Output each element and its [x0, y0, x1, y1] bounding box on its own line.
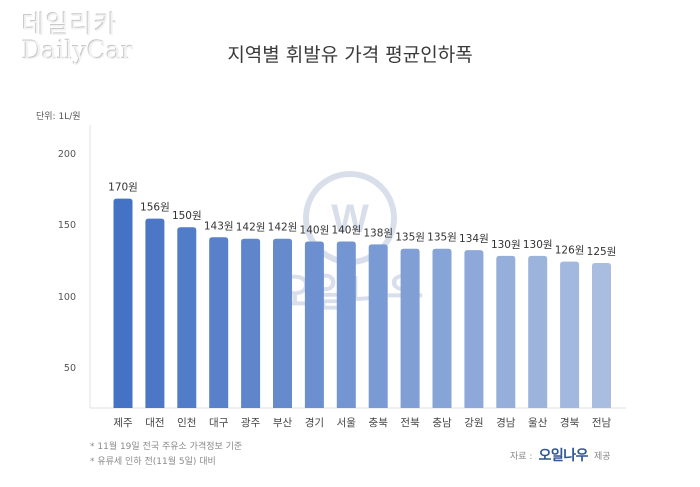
source-brand-logo: 오일나우	[538, 448, 588, 464]
source-credit: 자료 : 오일나우 제공	[510, 445, 611, 465]
data-label: 135원	[427, 232, 457, 244]
source-prefix: 자료 :	[510, 451, 533, 462]
y-tick-label: 100	[57, 291, 76, 303]
bar-경남	[496, 255, 516, 408]
bar-강원	[464, 250, 484, 408]
bar-충남	[432, 248, 452, 408]
bar-울산	[528, 255, 548, 408]
data-label: 142원	[268, 222, 298, 234]
data-label: 134원	[459, 233, 489, 245]
bar-서울	[336, 241, 356, 408]
data-label: 130원	[523, 239, 553, 251]
chart-title: 지역별 휘발유 가격 평균인하폭	[227, 44, 473, 66]
bar-경기	[304, 241, 324, 408]
y-tick-label: 200	[57, 148, 76, 160]
dailycar-watermark-logo: 데일리카 DailyCar	[22, 10, 134, 66]
x-tick-label: 서울	[337, 417, 357, 429]
bar-대전	[145, 218, 165, 408]
x-tick-label: 대구	[209, 417, 229, 429]
bar-경북	[560, 261, 580, 408]
x-tick-label: 강원	[464, 417, 483, 429]
source-suffix: 제공	[594, 451, 611, 462]
data-label: 143원	[204, 220, 234, 232]
x-tick-label: 경기	[305, 416, 324, 429]
x-tick-label: 제주	[113, 417, 133, 429]
bar-대구	[209, 237, 229, 408]
x-tick-label: 광주	[241, 417, 261, 429]
bar-광주	[241, 238, 261, 408]
bar-부산	[273, 238, 292, 408]
bar-제주	[113, 198, 133, 408]
data-label: 156원	[140, 202, 170, 214]
y-tick-label: 50	[63, 363, 76, 375]
x-tick-label: 부산	[273, 417, 293, 429]
x-tick-label: 경남	[496, 416, 516, 429]
x-tick-label: 충북	[369, 417, 389, 429]
data-label: 140원	[331, 225, 361, 237]
data-label: 138원	[363, 227, 393, 239]
data-label: 130원	[491, 239, 521, 251]
bar-충북	[368, 244, 388, 408]
data-label: 126원	[555, 245, 585, 257]
unit-label: 단위: 1L/원	[36, 112, 81, 122]
x-tick-label: 충남	[432, 417, 452, 429]
data-label: 135원	[395, 232, 425, 244]
bar-인천	[177, 227, 197, 408]
data-label: 170원	[108, 182, 138, 194]
x-tick-label: 전남	[592, 417, 612, 429]
data-label: 125원	[587, 246, 617, 258]
x-tick-label: 인천	[177, 417, 196, 429]
x-tick-label: 울산	[528, 417, 548, 429]
data-label: 150원	[172, 210, 202, 222]
data-label: 142원	[236, 222, 266, 234]
x-tick-label: 전북	[400, 417, 420, 429]
bar-전북	[400, 248, 420, 408]
bar-전남	[592, 262, 611, 408]
x-tick-label: 경북	[560, 416, 580, 429]
y-tick-label: 150	[57, 220, 76, 232]
x-tick-label: 대전	[145, 417, 164, 429]
footnote-date: * 11월 19일 전국 주유소 가격정보 기준	[90, 442, 243, 452]
watermark-korean: 데일리카	[22, 10, 119, 39]
watermark-english: DailyCar	[22, 36, 134, 66]
data-label: 140원	[300, 225, 330, 237]
footnote-comparison: * 유류세 인하 전(11월 5일) 대비	[90, 457, 216, 467]
watermark-letter: W	[331, 197, 369, 241]
